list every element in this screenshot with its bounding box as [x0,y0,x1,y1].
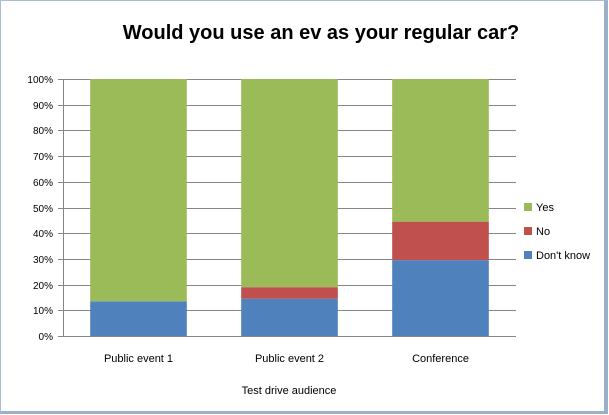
y-tick-label: 70% [33,152,53,163]
y-tick-label: 10% [33,306,53,317]
y-tick-label: 20% [33,281,53,292]
bar-segment [90,79,187,302]
y-tick-label: 80% [33,126,53,137]
bars [90,79,489,336]
x-category-label: Public event 2 [255,353,324,365]
y-tick-label: 0% [39,332,54,343]
legend-label: No [536,226,550,238]
y-tick-label: 60% [33,178,53,189]
bar-segment [392,260,489,336]
legend-label: Yes [536,202,554,214]
bar-segment [392,79,489,222]
legend-swatch [524,227,532,235]
legend-label: Don't know [536,250,590,262]
bar-segment [392,221,489,261]
bar-segment [241,298,338,336]
y-tick-label: 100% [27,75,53,86]
y-axis: 0% 10% 20% 30% 40% 50% 60% 70% 80% 90% 100% [27,75,64,343]
legend-swatch [524,251,532,259]
chart-title: Would you use an ev as your regular car? [123,22,519,44]
x-axis-label: Test drive audience [242,385,337,397]
legend: Yes No Don't know [524,202,590,262]
x-category-label: Public event 1 [104,353,173,365]
x-category-label: Conference [412,353,469,365]
y-tick-label: 30% [33,255,53,266]
y-tick-label: 90% [33,101,53,112]
y-tick-label: 50% [33,204,53,215]
x-axis-categories: Public event 1 Public event 2 Conference [104,353,469,365]
bar-segment [241,79,338,288]
bar-segment [241,287,338,299]
legend-swatch [524,203,532,211]
y-tick-label: 40% [33,229,53,240]
bar-segment [90,301,187,336]
